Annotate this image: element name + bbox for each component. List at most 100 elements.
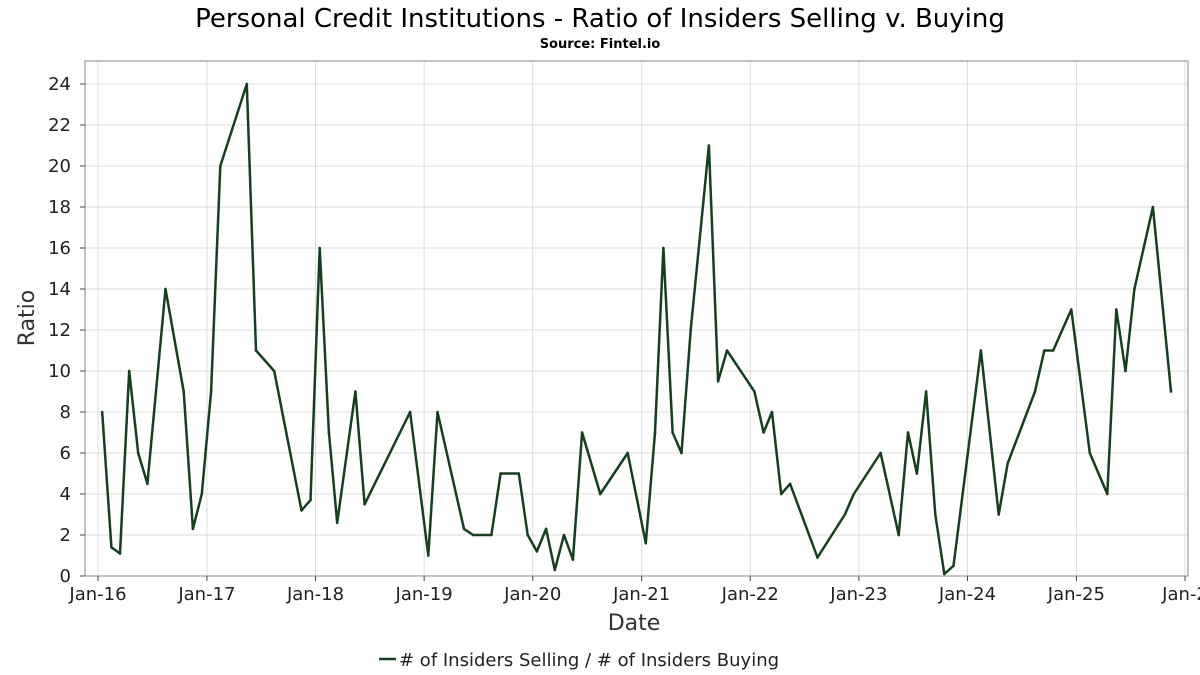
data-point	[653, 431, 657, 434]
data-point	[254, 349, 258, 352]
data-point	[209, 390, 213, 393]
y-tick-label: 6	[60, 443, 71, 464]
data-point	[1124, 369, 1127, 373]
data-point	[915, 472, 919, 475]
data-point	[471, 533, 475, 537]
data-point	[327, 431, 331, 434]
x-tick-label: Jan-24	[938, 584, 996, 605]
data-point	[571, 558, 575, 561]
data-point	[309, 498, 312, 502]
data-point	[526, 533, 529, 537]
y-tick-label: 10	[48, 361, 71, 382]
data-point	[191, 527, 195, 531]
data-point	[879, 451, 882, 455]
data-point	[816, 556, 819, 559]
data-point	[1115, 308, 1118, 311]
y-tick-label: 20	[48, 156, 71, 177]
data-point	[626, 451, 629, 455]
chart-title: Personal Credit Institutions - Ratio of …	[195, 4, 1005, 34]
data-point	[127, 369, 131, 373]
data-point	[490, 533, 493, 537]
data-point	[363, 503, 366, 506]
y-tick-label: 16	[48, 238, 71, 259]
data-point	[1169, 390, 1173, 393]
data-point	[1151, 205, 1155, 209]
data-point	[427, 554, 430, 557]
data-point	[1043, 349, 1046, 352]
data-point	[354, 390, 357, 393]
data-point	[499, 472, 502, 475]
x-tick-label: Jan-25	[1047, 584, 1105, 605]
x-tick-label: Jan-18	[286, 584, 344, 605]
data-point	[788, 482, 792, 486]
data-point	[1033, 390, 1037, 393]
data-point	[136, 451, 140, 455]
data-point	[852, 492, 856, 496]
data-points	[100, 82, 1173, 576]
data-point	[843, 513, 847, 516]
data-point	[146, 482, 149, 486]
data-point	[1133, 287, 1136, 291]
y-tick-label: 8	[60, 402, 71, 423]
x-tick-label: Jan-20	[503, 584, 561, 605]
data-point	[662, 246, 665, 250]
data-point	[100, 410, 104, 414]
x-tick-label: Jan-22	[721, 584, 779, 605]
data-point	[943, 572, 946, 576]
data-point	[680, 451, 683, 455]
data-point	[300, 509, 303, 512]
data-point	[762, 431, 765, 434]
x-tick-label: Jan-23	[829, 584, 887, 605]
data-point	[553, 568, 557, 572]
data-point	[924, 390, 928, 393]
data-point	[897, 533, 900, 537]
data-point	[689, 328, 692, 332]
data-point	[671, 431, 674, 434]
y-axis-label: Ratio	[15, 290, 40, 346]
data-point	[979, 349, 983, 352]
data-point	[725, 349, 729, 352]
x-tick-label: Jan-17	[177, 584, 235, 605]
x-tick-label: Jan-16	[68, 584, 126, 605]
data-point	[535, 550, 539, 553]
data-point	[562, 533, 566, 537]
data-point	[580, 431, 584, 434]
data-point	[110, 546, 113, 549]
data-point	[644, 541, 648, 545]
data-point	[1051, 349, 1055, 352]
series-line	[100, 82, 1173, 576]
data-point	[1106, 492, 1109, 496]
data-point	[182, 390, 185, 393]
data-point	[753, 390, 756, 393]
data-point	[272, 369, 276, 373]
data-point	[716, 380, 720, 383]
data-point	[164, 287, 167, 291]
data-point	[1070, 308, 1073, 311]
y-tick-label: 2	[60, 525, 71, 546]
data-point	[436, 410, 439, 414]
data-point	[707, 144, 711, 147]
data-point	[952, 564, 955, 568]
legend: # of Insiders Selling / # of Insiders Bu…	[379, 650, 779, 671]
y-tick-label: 24	[48, 74, 71, 95]
y-tick-label: 0	[60, 566, 71, 587]
data-point	[335, 521, 339, 524]
x-axis-ticks: Jan-16 Jan-17 Jan-18 Jan-19 Jan-20 Jan-21 Jan-…	[68, 576, 1200, 605]
y-tick-label: 14	[48, 279, 71, 300]
data-point	[219, 164, 222, 168]
data-point	[462, 527, 466, 531]
data-point	[770, 410, 774, 414]
data-point	[408, 410, 412, 414]
x-axis-label: Date	[608, 611, 661, 636]
x-tick-label: Jan-21	[612, 584, 670, 605]
y-tick-label: 22	[48, 115, 71, 136]
data-point	[245, 82, 249, 86]
data-point	[599, 492, 602, 496]
data-point	[779, 492, 783, 496]
plot-frame	[84, 60, 1189, 577]
data-point	[318, 246, 322, 250]
y-tick-label: 18	[48, 197, 71, 218]
x-tick-label: Jan-19	[395, 584, 453, 605]
